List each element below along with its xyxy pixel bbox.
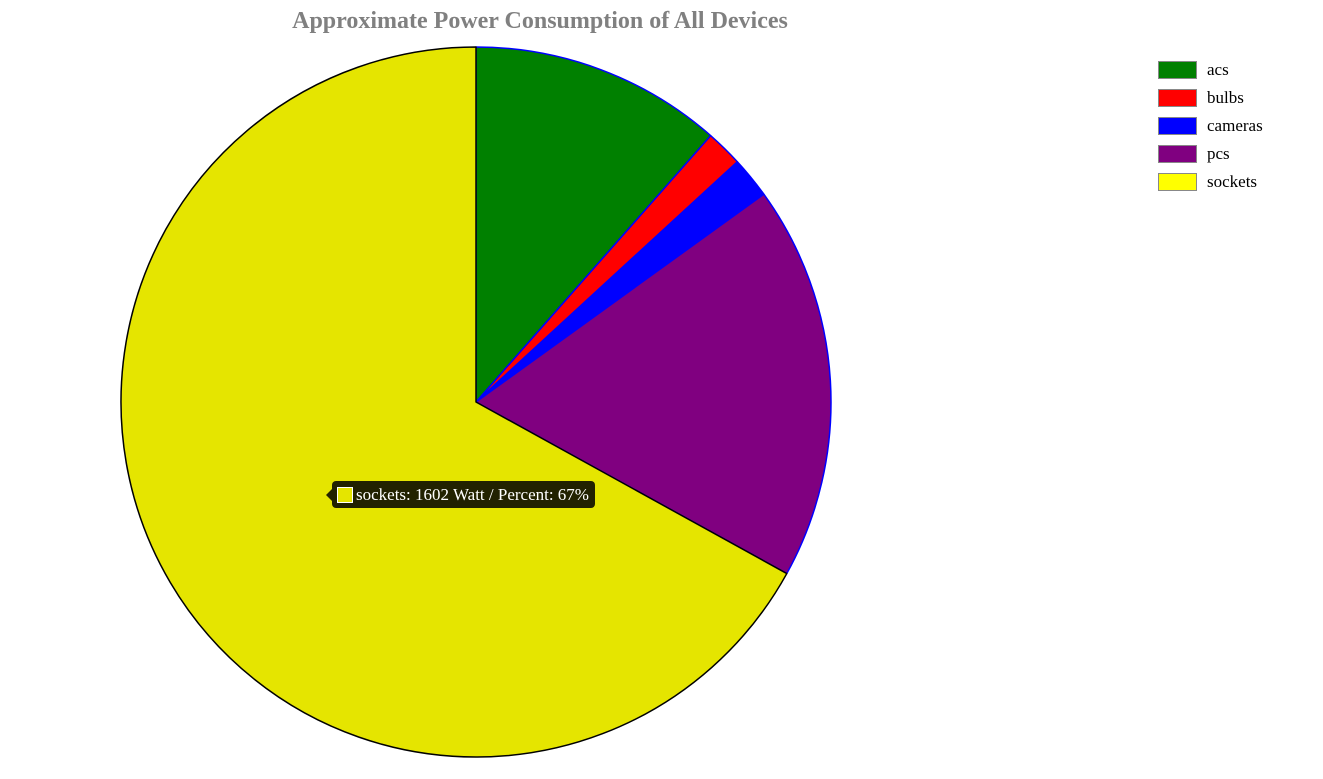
legend-swatch <box>1158 89 1197 107</box>
legend-swatch <box>1158 117 1197 135</box>
tooltip-swatch <box>337 486 353 503</box>
pie-chart <box>120 46 832 758</box>
pie-slice-pcs[interactable] <box>475 193 832 575</box>
legend-item-acs[interactable]: acs <box>1158 56 1263 84</box>
legend-swatch <box>1158 61 1197 79</box>
pie-slice-acs[interactable] <box>475 46 712 403</box>
legend-label: pcs <box>1207 144 1230 163</box>
legend-label: cameras <box>1207 116 1263 135</box>
legend-label: acs <box>1207 60 1229 79</box>
legend-swatch <box>1158 173 1197 191</box>
legend-item-cameras[interactable]: cameras <box>1158 112 1263 140</box>
legend: acs bulbs cameras pcs sockets <box>1158 56 1263 196</box>
legend-label: bulbs <box>1207 88 1244 107</box>
legend-item-bulbs[interactable]: bulbs <box>1158 84 1263 112</box>
tooltip-text: sockets: 1602 Watt / Percent: 67% <box>356 484 589 504</box>
legend-label: sockets <box>1207 172 1258 191</box>
chart-title: Approximate Power Consumption of All Dev… <box>292 8 788 34</box>
legend-item-sockets[interactable]: sockets <box>1158 168 1263 196</box>
tooltip: sockets: 1602 Watt / Percent: 67% <box>326 481 595 508</box>
legend-swatch <box>1158 145 1197 163</box>
legend-item-pcs[interactable]: pcs <box>1158 140 1263 168</box>
pie-slice-sockets[interactable] <box>120 46 788 758</box>
